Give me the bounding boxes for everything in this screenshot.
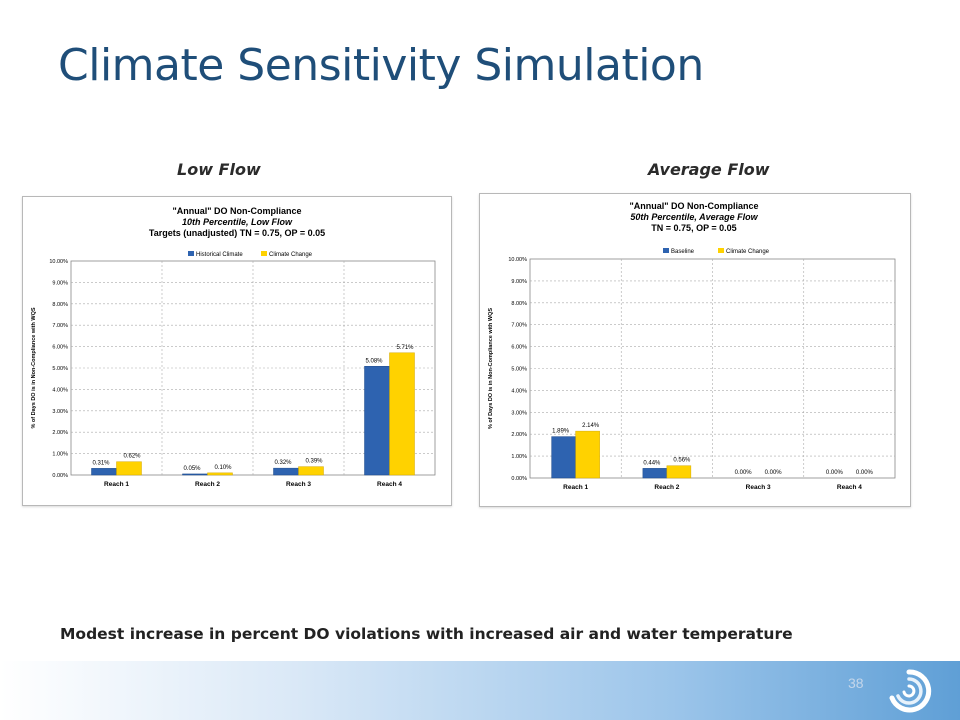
y-tick-label: 0.00% — [52, 473, 68, 479]
legend-label: Baseline — [671, 249, 695, 255]
bar-data-label: 0.56% — [673, 458, 691, 464]
bar-series-2 — [389, 352, 415, 476]
low-flow-label: Low Flow — [177, 160, 261, 179]
page-number: 38 — [848, 675, 864, 691]
y-axis-title: % of Days DO is in Non-Compliance with W… — [488, 308, 494, 429]
bar-series-1 — [273, 467, 299, 476]
x-tick-label: Reach 2 — [195, 481, 220, 488]
legend-swatch — [188, 251, 194, 256]
y-tick-label: 6.00% — [511, 345, 527, 351]
legend-swatch — [663, 248, 669, 253]
legend-label: Historical Climate — [196, 252, 243, 258]
x-tick-label: Reach 2 — [654, 484, 679, 491]
x-tick-label: Reach 4 — [377, 481, 402, 488]
y-tick-label: 7.00% — [52, 323, 68, 329]
y-tick-label: 1.00% — [52, 452, 68, 458]
chart-title-line: "Annual" DO Non-Compliance — [629, 201, 758, 211]
bar-data-label: 0.39% — [305, 459, 323, 465]
bar-data-label: 0.00% — [765, 470, 783, 476]
bar-data-label: 0.00% — [735, 470, 753, 476]
y-tick-label: 6.00% — [52, 345, 68, 351]
bar-series-1 — [182, 473, 208, 476]
y-tick-label: 10.00% — [49, 259, 68, 265]
legend-swatch — [261, 251, 267, 256]
slide-caption: Modest increase in percent DO violations… — [60, 625, 793, 643]
bar-data-label: 0.44% — [643, 460, 661, 466]
low-flow-chart: "Annual" DO Non-Compliance 10th Percentil… — [22, 196, 452, 506]
bar-data-label: 0.62% — [123, 454, 141, 460]
bar-series-2 — [207, 472, 233, 476]
bar-data-label: 5.08% — [365, 358, 383, 364]
chart-title-line: "Annual" DO Non-Compliance — [172, 206, 301, 216]
y-tick-label: 1.00% — [511, 454, 527, 460]
bar-series-2 — [666, 465, 692, 479]
y-tick-label: 4.00% — [511, 388, 527, 394]
legend-swatch — [718, 248, 724, 253]
chart-title-line: 10th Percentile, Low Flow — [182, 217, 293, 227]
y-tick-label: 8.00% — [511, 301, 527, 307]
bar-data-label: 0.31% — [92, 460, 110, 466]
y-tick-label: 4.00% — [52, 387, 68, 393]
chart-title-line: TN = 0.75, OP = 0.05 — [651, 223, 736, 233]
x-tick-label: Reach 4 — [837, 484, 862, 491]
x-tick-label: Reach 1 — [563, 484, 588, 491]
slide-title: Climate Sensitivity Simulation — [58, 40, 704, 91]
bar-data-label: 0.10% — [214, 465, 232, 471]
bar-series-2 — [575, 430, 600, 479]
y-tick-label: 5.00% — [52, 366, 68, 372]
bar-series-2 — [298, 466, 324, 476]
average-flow-label: Average Flow — [648, 160, 770, 179]
footer-bar — [0, 661, 960, 720]
bar-data-label: 0.00% — [856, 470, 874, 476]
chart-title-line: Targets (unadjusted) TN = 0.75, OP = 0.0… — [149, 228, 325, 238]
y-tick-label: 8.00% — [52, 302, 68, 308]
y-tick-label: 9.00% — [511, 279, 527, 285]
y-tick-label: 0.00% — [511, 476, 527, 482]
y-tick-label: 3.00% — [52, 409, 68, 415]
legend-label: Climate Change — [269, 252, 313, 258]
y-axis-title: % of Days DO is in Non-Compliance with W… — [31, 307, 37, 428]
x-tick-label: Reach 3 — [286, 481, 311, 488]
y-tick-label: 10.00% — [508, 257, 527, 263]
bar-data-label: 1.89% — [552, 429, 570, 435]
x-tick-label: Reach 3 — [746, 484, 771, 491]
y-tick-label: 9.00% — [52, 280, 68, 286]
swirl-logo-icon — [886, 668, 932, 714]
bar-series-1 — [91, 468, 117, 476]
bar-data-label: 2.14% — [582, 423, 600, 429]
chart-title-line: 50th Percentile, Average Flow — [630, 212, 758, 222]
bar-series-2 — [116, 461, 142, 476]
legend-label: Climate Change — [726, 249, 770, 255]
bar-data-label: 0.05% — [183, 466, 201, 472]
y-tick-label: 2.00% — [52, 430, 68, 436]
x-tick-label: Reach 1 — [104, 481, 129, 488]
average-flow-chart: "Annual" DO Non-Compliance 50th Percentil… — [479, 193, 911, 507]
y-tick-label: 5.00% — [511, 367, 527, 373]
y-tick-label: 2.00% — [511, 432, 527, 438]
bar-data-label: 0.00% — [826, 470, 844, 476]
bar-series-1 — [364, 366, 390, 476]
bar-data-label: 0.32% — [274, 460, 292, 466]
bar-series-1 — [551, 436, 576, 479]
y-tick-label: 3.00% — [511, 410, 527, 416]
y-tick-label: 7.00% — [511, 323, 527, 329]
bar-data-label: 5.71% — [396, 345, 414, 351]
bar-series-1 — [642, 468, 668, 479]
